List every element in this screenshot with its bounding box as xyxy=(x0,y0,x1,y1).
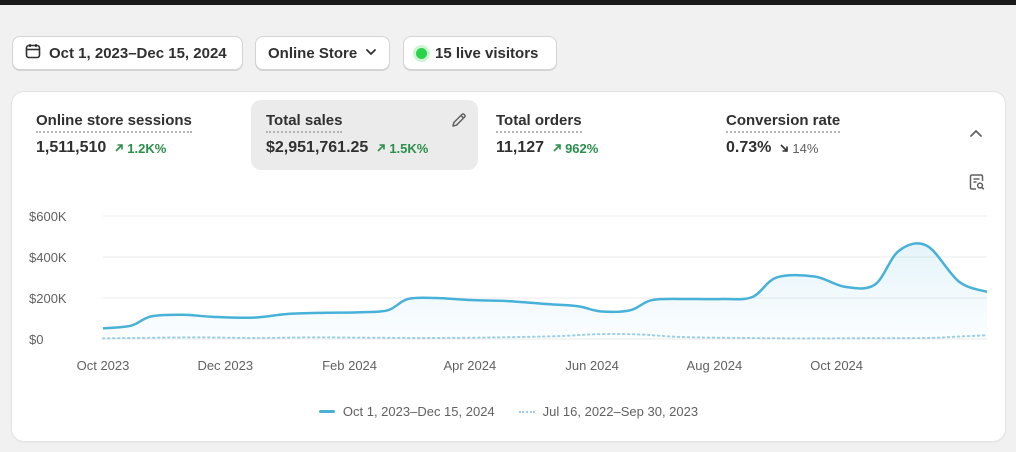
metric-value: 11,127 xyxy=(496,139,545,156)
metric-total-sales[interactable]: Total sales $2,951,761.25 1.5K% xyxy=(251,100,478,170)
live-indicator-icon xyxy=(416,47,427,59)
x-tick-label: Jun 2024 xyxy=(565,358,619,373)
x-tick-label: Oct 2023 xyxy=(77,358,130,373)
metric-value: 1,511,510 xyxy=(36,139,107,156)
chevron-down-icon xyxy=(365,45,377,62)
metric-total-orders[interactable]: Total orders 11,127 962% xyxy=(481,100,701,170)
live-visitors-button[interactable]: 15 live visitors xyxy=(403,36,557,70)
current-series-area xyxy=(103,243,987,339)
legend-swatch-dotted xyxy=(518,410,535,413)
date-range-label: Oct 1, 2023–Dec 15, 2024 xyxy=(49,44,227,62)
arrow-up-right-icon xyxy=(377,144,386,152)
arrow-up-right-icon xyxy=(553,144,561,152)
legend-swatch-solid xyxy=(318,410,335,413)
explore-report-icon[interactable] xyxy=(968,173,986,196)
pencil-icon[interactable] xyxy=(450,111,468,134)
metric-value: $2,951,761.25 xyxy=(266,139,369,156)
y-tick-label: $0 xyxy=(29,332,43,347)
sales-chart: $600K $400K $200K $0 Oct 2023 Dec 2023 Feb 202… xyxy=(29,209,988,373)
x-tick-label: Dec 2023 xyxy=(197,358,253,373)
metric-label: Online store sessions xyxy=(36,112,192,133)
live-visitors-label: 15 live visitors xyxy=(435,44,539,62)
arrow-up-right-icon xyxy=(115,144,124,152)
date-range-button[interactable]: Oct 1, 2023–Dec 15, 2024 xyxy=(12,36,243,70)
chart-legend: Oct 1, 2023–Dec 15, 2024 Jul 16, 2022–Se… xyxy=(12,404,1005,419)
metric-delta-value: 14% xyxy=(792,140,819,156)
chevron-up-icon[interactable] xyxy=(968,126,984,147)
metric-delta-value: 1.2K% xyxy=(127,140,167,156)
metric-delta: 1.5K% xyxy=(376,141,428,156)
channel-label: Online Store xyxy=(268,44,358,62)
metric-label: Total sales xyxy=(266,112,343,133)
analytics-card: Online store sessions 1,511,510 1.2K% To… xyxy=(12,92,1005,441)
metric-sessions[interactable]: Online store sessions 1,511,510 1.2K% xyxy=(21,100,241,170)
metric-delta: 1.2K% xyxy=(114,141,166,156)
top-bar xyxy=(0,0,1016,5)
legend-label: Jul 16, 2022–Sep 30, 2023 xyxy=(542,404,699,419)
metric-delta-value: 962% xyxy=(565,140,599,156)
x-tick-label: Feb 2024 xyxy=(322,358,377,373)
metric-delta: 962% xyxy=(552,141,598,156)
current-series-line xyxy=(102,242,988,330)
metric-conversion-rate[interactable]: Conversion rate 0.73% 14% xyxy=(711,100,931,170)
metric-delta-value: 1.5K% xyxy=(389,140,429,156)
metric-label: Total orders xyxy=(496,112,582,133)
x-tick-label: Apr 2024 xyxy=(443,358,496,373)
metric-delta: 14% xyxy=(779,141,818,156)
metric-label: Conversion rate xyxy=(726,112,841,133)
legend-label: Oct 1, 2023–Dec 15, 2024 xyxy=(342,404,495,419)
metric-value: 0.73% xyxy=(726,139,772,156)
legend-comparison[interactable]: Jul 16, 2022–Sep 30, 2023 xyxy=(518,404,699,419)
arrow-down-right-icon xyxy=(780,144,789,152)
legend-current[interactable]: Oct 1, 2023–Dec 15, 2024 xyxy=(318,404,495,419)
y-tick-label: $600K xyxy=(29,209,67,224)
y-tick-label: $400K xyxy=(29,250,67,265)
calendar-icon xyxy=(25,43,41,63)
x-tick-label: Aug 2024 xyxy=(687,358,743,373)
y-tick-label: $200K xyxy=(29,291,67,306)
channel-select[interactable]: Online Store xyxy=(255,36,390,70)
x-tick-label: Oct 2024 xyxy=(810,358,863,373)
